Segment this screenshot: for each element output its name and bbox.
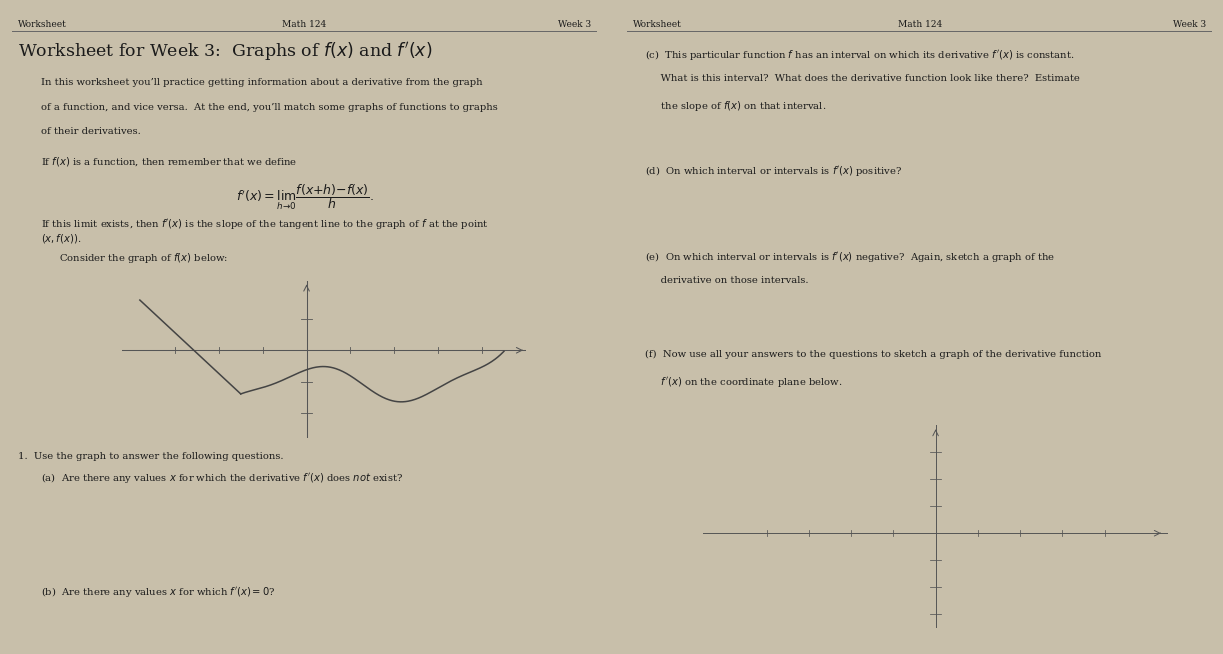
Text: Math 124: Math 124	[283, 20, 327, 29]
Text: (b)  Are there any values $x$ for which $f'(x) = 0$?: (b) Are there any values $x$ for which $…	[42, 585, 276, 598]
Text: Math 124: Math 124	[898, 20, 942, 29]
Text: In this worksheet you’ll practice getting information about a derivative from th: In this worksheet you’ll practice gettin…	[42, 78, 483, 88]
Text: $f'(x)$ on the coordinate plane below.: $f'(x)$ on the coordinate plane below.	[645, 375, 843, 389]
Text: Week 3: Week 3	[558, 20, 591, 29]
Text: Consider the graph of $f(x)$ below:: Consider the graph of $f(x)$ below:	[59, 251, 229, 266]
Text: $f'(x) = \lim_{h \to 0} \dfrac{f(x+h) - f(x)}{h}.$: $f'(x) = \lim_{h \to 0} \dfrac{f(x+h) - …	[236, 182, 373, 212]
Text: Worksheet: Worksheet	[18, 20, 67, 29]
Text: Worksheet for Week 3:  Graphs of $f(x)$ and $f'(x)$: Worksheet for Week 3: Graphs of $f(x)$ a…	[18, 40, 433, 63]
Text: $(x, f(x))$.: $(x, f(x))$.	[42, 232, 82, 245]
Text: Worksheet: Worksheet	[634, 20, 682, 29]
Text: 1.  Use the graph to answer the following questions.: 1. Use the graph to answer the following…	[18, 452, 284, 461]
Text: Week 3: Week 3	[1173, 20, 1206, 29]
Text: (a)  Are there any values $x$ for which the derivative $f'(x)$ does $\it{not}$ e: (a) Are there any values $x$ for which t…	[42, 471, 404, 485]
Text: the slope of $f(x)$ on that interval.: the slope of $f(x)$ on that interval.	[645, 99, 827, 114]
Text: (d)  On which interval or intervals is $f'(x)$ positive?: (d) On which interval or intervals is $f…	[645, 164, 901, 178]
Text: derivative on those intervals.: derivative on those intervals.	[645, 276, 808, 284]
Text: (e)  On which interval or intervals is $f'(x)$ negative?  Again, sketch a graph : (e) On which interval or intervals is $f…	[645, 250, 1055, 264]
Text: (f)  Now use all your answers to the questions to sketch a graph of the derivati: (f) Now use all your answers to the ques…	[645, 349, 1102, 358]
Text: If $f(x)$ is a function, then remember that we define: If $f(x)$ is a function, then remember t…	[42, 155, 297, 168]
Text: of a function, and vice versa.  At the end, you’ll match some graphs of function: of a function, and vice versa. At the en…	[42, 103, 498, 112]
Text: What is this interval?  What does the derivative function look like there?  Esti: What is this interval? What does the der…	[645, 74, 1080, 83]
Text: If this limit exists, then $f'(x)$ is the slope of the tangent line to the graph: If this limit exists, then $f'(x)$ is th…	[42, 216, 489, 231]
Text: of their derivatives.: of their derivatives.	[42, 127, 141, 136]
Text: (c)  This particular function $f$ has an interval on which its derivative $f'(x): (c) This particular function $f$ has an …	[645, 48, 1075, 62]
